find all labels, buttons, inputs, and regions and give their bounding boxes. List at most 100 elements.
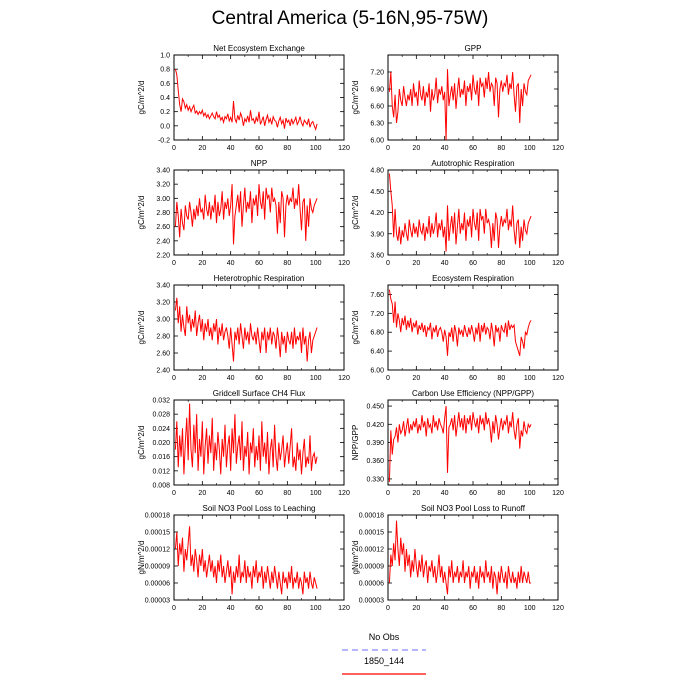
x-tick-label: 0 (172, 260, 176, 267)
y-tick-label: 3.40 (156, 283, 170, 290)
x-tick-label: 80 (497, 375, 505, 382)
panel-3: NPP gC/m^2/d 0 20 40 60 80 100 120 2.20 2.40 2.60 2.… (137, 159, 350, 267)
x-tick-label: 20 (412, 145, 420, 152)
x-tick-label: 100 (524, 605, 536, 612)
panel-9: Soil NO3 Pool Loss to Leaching gN/m^2/d 0 2… (137, 504, 350, 612)
panels: Net Ecosystem Exchange gC/m^2/d 0 20 40 60 80 1… (137, 44, 564, 612)
y-tick-label: 6.80 (370, 330, 384, 337)
y-tick-label: 0.020 (152, 440, 170, 447)
y-tick-label: 3.20 (156, 300, 170, 307)
panel-6: Ecosystem Respiration gC/m^2/d 0 20 40 60 80 10… (351, 274, 564, 382)
x-tick-label: 20 (412, 490, 420, 497)
y-tick-label: 0.420 (366, 422, 384, 429)
x-tick-label: 20 (198, 605, 206, 612)
y-tick-label: 2.60 (156, 351, 170, 358)
figure-title: Central America (5-16N,95-75W) (211, 8, 489, 29)
x-tick-label: 60 (255, 605, 263, 612)
y-tick-label: 0.008 (152, 483, 170, 490)
x-tick-label: 80 (283, 375, 291, 382)
y-tick-label: 0.00018 (145, 513, 170, 520)
y-tick-label: 0.330 (366, 476, 384, 483)
x-tick-label: 0 (172, 145, 176, 152)
y-tick-label: 0.00006 (359, 581, 384, 588)
y-tick-label: 0.00015 (359, 530, 384, 537)
x-tick-label: 100 (524, 375, 536, 382)
y-axis-label: gN/m^2/d (351, 541, 360, 575)
x-tick-label: 40 (441, 490, 449, 497)
y-tick-label: 0.032 (152, 398, 170, 405)
y-tick-label: 3.00 (156, 196, 170, 203)
x-tick-label: 20 (198, 490, 206, 497)
y-tick-label: 6.30 (370, 121, 384, 128)
x-tick-label: 20 (412, 375, 420, 382)
y-axis-label: gC/m^2/d (351, 196, 360, 230)
series-line (174, 69, 318, 132)
panel-title: NPP (251, 159, 267, 168)
y-tick-label: 2.40 (156, 238, 170, 245)
x-tick-label: 0 (386, 145, 390, 152)
y-tick-label: 7.20 (370, 311, 384, 318)
x-tick-label: 80 (283, 145, 291, 152)
y-tick-label: 0.024 (152, 426, 170, 433)
panel-title: Autotrophic Respiration (431, 159, 514, 168)
x-tick-label: 80 (283, 605, 291, 612)
x-tick-label: 120 (338, 375, 350, 382)
x-tick-label: 40 (441, 605, 449, 612)
panel-8: Carbon Use Efficiency (NPP/GPP) NPP/GPP 0 2… (351, 389, 564, 497)
y-tick-label: 0.00015 (145, 530, 170, 537)
panel-title: Soil NO3 Pool Loss to Leaching (203, 504, 316, 513)
x-tick-label: 100 (524, 260, 536, 267)
series-line (174, 403, 318, 475)
y-axis-label: gC/m^2/d (137, 311, 146, 345)
x-tick-label: 0 (386, 490, 390, 497)
y-tick-label: -0.2 (158, 138, 170, 145)
panel-5: Heterotrophic Respiration gC/m^2/d 0 20 40 60… (137, 274, 350, 382)
x-tick-label: 60 (255, 490, 263, 497)
series-line (174, 297, 318, 362)
x-tick-label: 80 (497, 260, 505, 267)
legend-label: No Obs (369, 632, 400, 642)
y-tick-label: 4.20 (370, 210, 384, 217)
y-tick-label: 0.8 (160, 67, 170, 74)
x-tick-label: 120 (552, 375, 564, 382)
y-axis-label: gC/m^2/d (137, 81, 146, 115)
y-tick-label: 6.00 (370, 368, 384, 375)
y-tick-label: 3.60 (370, 253, 384, 260)
y-tick-label: 0.00006 (145, 581, 170, 588)
panel-title: Heterotrophic Respiration (214, 274, 305, 283)
panel-title: Soil NO3 Pool Loss to Runoff (421, 504, 526, 513)
x-tick-label: 100 (310, 605, 322, 612)
x-tick-label: 60 (255, 260, 263, 267)
y-tick-label: 0.00012 (145, 547, 170, 554)
panel-title: Ecosystem Respiration (432, 274, 514, 283)
x-tick-label: 100 (310, 490, 322, 497)
x-tick-label: 120 (338, 260, 350, 267)
x-tick-label: 0 (172, 605, 176, 612)
y-tick-label: 3.40 (156, 168, 170, 175)
x-tick-label: 120 (552, 145, 564, 152)
y-tick-label: 6.90 (370, 87, 384, 94)
x-tick-label: 40 (227, 260, 235, 267)
plot-frame (173, 284, 345, 371)
x-tick-label: 20 (412, 605, 420, 612)
x-tick-label: 20 (198, 145, 206, 152)
x-tick-label: 120 (338, 605, 350, 612)
x-tick-label: 120 (552, 490, 564, 497)
y-tick-label: 0.028 (152, 412, 170, 419)
plot-frame (173, 169, 345, 256)
y-tick-label: 3.00 (156, 317, 170, 324)
panel-1: Net Ecosystem Exchange gC/m^2/d 0 20 40 60 80 1… (137, 44, 350, 152)
panel-2: GPP gC/m^2/d 0 20 40 60 80 100 120 6.00 6.30 6.60 6.… (351, 44, 564, 152)
series-line (388, 520, 532, 595)
x-tick-label: 20 (198, 260, 206, 267)
x-tick-label: 120 (552, 260, 564, 267)
y-tick-label: 4.50 (370, 189, 384, 196)
x-tick-label: 40 (441, 260, 449, 267)
panel-title: Carbon Use Efficiency (NPP/GPP) (412, 389, 534, 398)
x-tick-label: 100 (310, 145, 322, 152)
y-tick-label: 0.2 (160, 109, 170, 116)
legend: No Obs 1850_144 (342, 632, 426, 675)
y-tick-label: 6.40 (370, 349, 384, 356)
series-line (388, 289, 532, 356)
